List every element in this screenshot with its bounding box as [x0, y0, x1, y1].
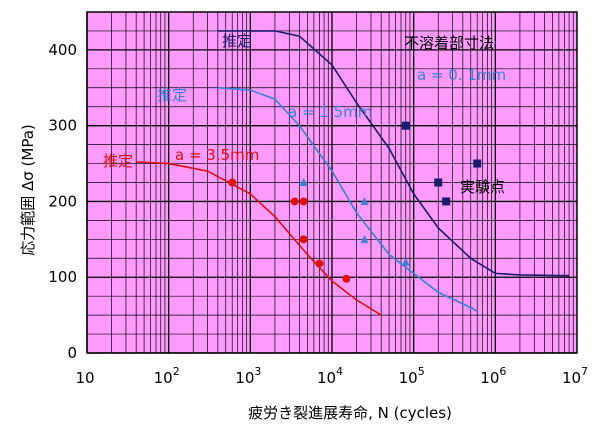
y-tick-label: 400 [48, 41, 77, 59]
y-axis-label: 応力範囲 Δσ (MPa) [19, 124, 37, 256]
estimate-curves [136, 30, 570, 316]
x-tick-label: 10 [75, 369, 94, 387]
y-tick-label: 300 [48, 117, 77, 135]
series-name-a15: a = 1.5mm [288, 103, 372, 121]
x-tick-label: 104 [317, 365, 343, 387]
y-tick-label: 200 [48, 192, 77, 210]
x-tick-label: 106 [480, 365, 506, 387]
x-tick-label: 105 [399, 365, 425, 387]
data-point-circle [228, 178, 237, 187]
x-tick-labels: 10 102 103 104 105 106 107 [75, 365, 588, 387]
x-tick-label: 107 [562, 365, 588, 387]
legend-subtitle: a = 0. 1mm [417, 66, 506, 84]
y-tick-label: 100 [48, 268, 77, 286]
data-point-triangle [360, 196, 369, 205]
legend-points-label: 実験点 [460, 178, 505, 196]
data-point-square [401, 121, 410, 130]
x-tick-label: 103 [235, 365, 261, 387]
curve-label-a35: 推定 [103, 152, 133, 170]
plot-border [86, 11, 578, 354]
estimate-curve-1 [217, 87, 478, 312]
data-point-triangle [401, 257, 410, 266]
data-point-circle [290, 197, 299, 206]
y-tick-labels: 0 100 200 300 400 [48, 41, 77, 362]
x-tick-label: 102 [154, 365, 180, 387]
estimate-curve-2 [136, 161, 382, 316]
data-point-circle [299, 197, 308, 206]
data-point-square [473, 159, 482, 168]
data-point-triangle [360, 234, 369, 243]
data-point-circle [315, 259, 324, 268]
estimate-curve-0 [217, 30, 570, 277]
curve-label-a15: 推定 [157, 86, 187, 104]
data-point-triangle [299, 178, 308, 186]
data-point-circle [299, 235, 308, 244]
series-name-a35: a = 3.5mm [175, 146, 259, 164]
legend-title: 不溶着部寸法 [404, 34, 494, 52]
y-tick-label: 0 [67, 344, 77, 362]
data-point-square [442, 197, 451, 206]
x-axis-label: 疲労き裂進展寿命, N (cycles) [248, 404, 452, 422]
curve-label-a01: 推定 [222, 32, 252, 50]
data-point-circle [342, 274, 351, 283]
grid-lines [86, 11, 578, 354]
data-point-square [434, 178, 443, 187]
experimental-points [228, 121, 482, 283]
